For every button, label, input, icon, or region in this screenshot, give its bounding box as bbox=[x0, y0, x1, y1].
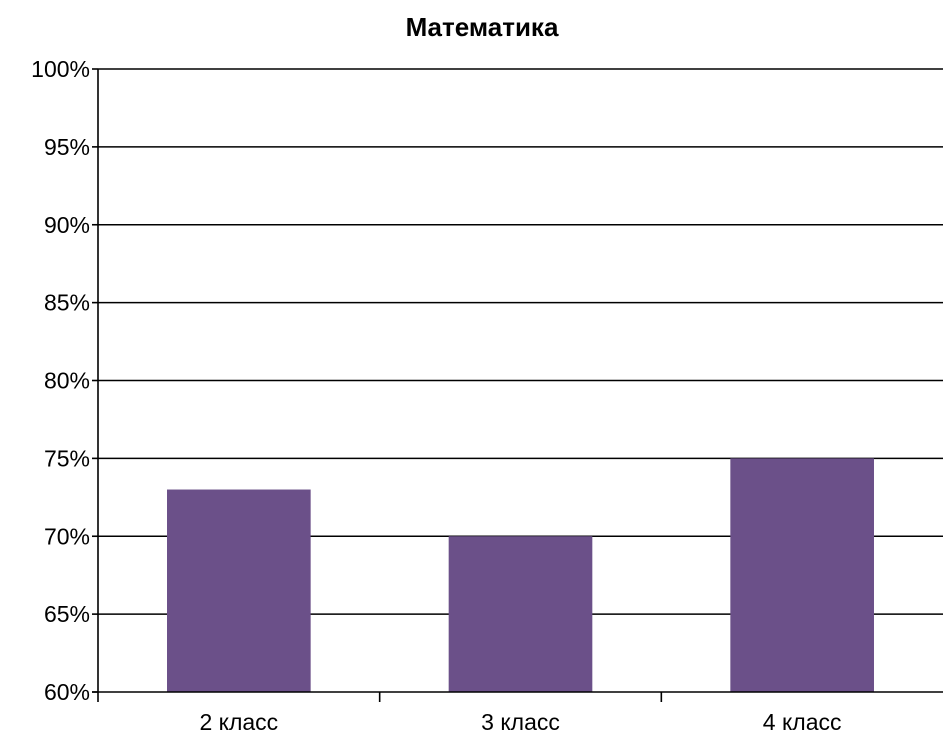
y-tick-label: 75% bbox=[44, 445, 90, 471]
bar-3 bbox=[730, 458, 874, 692]
bar-1 bbox=[167, 489, 311, 692]
y-tick-label: 95% bbox=[44, 134, 90, 160]
y-tick-label: 65% bbox=[44, 601, 90, 627]
y-tick-label: 90% bbox=[44, 212, 90, 238]
y-tick-label: 100% bbox=[31, 56, 90, 82]
y-tick-label: 85% bbox=[44, 290, 90, 316]
y-axis-tick-labels: 60% 65% 70% 75% 80% 85% 90% 95% 100% bbox=[31, 56, 90, 705]
y-tick-label: 60% bbox=[44, 679, 90, 705]
axes bbox=[92, 68, 943, 702]
bars bbox=[167, 458, 874, 692]
x-category-label: 2 класс bbox=[199, 709, 278, 735]
x-axis-category-labels: 2 класс 3 класс 4 класс bbox=[199, 709, 841, 735]
chart-title: Математика bbox=[406, 12, 559, 42]
x-category-label: 4 класс bbox=[763, 709, 842, 735]
x-category-label: 3 класс bbox=[481, 709, 560, 735]
bar-2 bbox=[448, 536, 593, 692]
y-tick-label: 70% bbox=[44, 523, 90, 549]
y-tick-label: 80% bbox=[44, 368, 90, 394]
